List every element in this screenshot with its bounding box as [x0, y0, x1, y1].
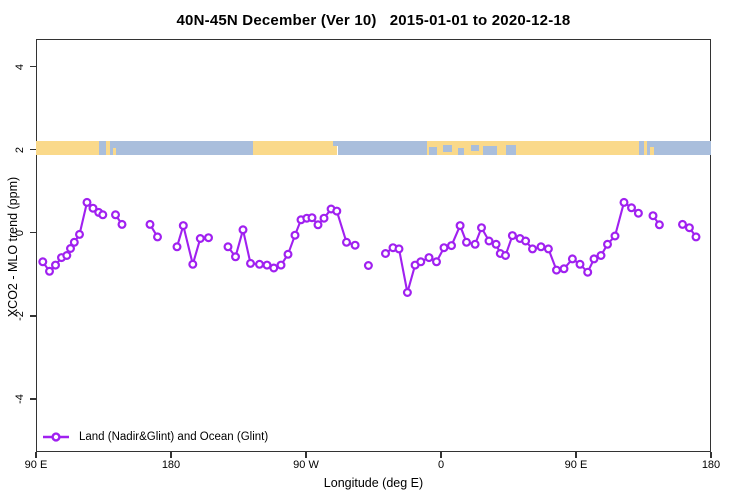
y-tick-label: -4: [14, 393, 26, 404]
y-axis-label: XCO2 - MLO trend (ppm): [6, 176, 20, 318]
ocean-segment: [647, 141, 711, 155]
page-title: 40N-45N December (Ver 10) 2015-01-01 to …: [176, 12, 571, 29]
ocean-segment: [99, 141, 106, 155]
ocean-segment: [471, 144, 479, 151]
land-segment: [643, 141, 648, 155]
y-tick-mark: [30, 314, 36, 317]
x-tick-label: 0: [437, 459, 445, 471]
x-tick-mark: [305, 452, 307, 458]
y-tick-mark: [30, 231, 36, 234]
ocean-segment: [429, 147, 437, 155]
land-segment: [427, 141, 639, 155]
x-tick-label: 180: [161, 459, 181, 471]
x-tick-label: 90 E: [24, 459, 48, 471]
x-tick-label: 180: [701, 459, 721, 471]
land-segment: [649, 147, 654, 155]
land-segment: [36, 141, 99, 155]
land-segment: [105, 141, 110, 155]
y-tick-mark: [30, 65, 36, 68]
x-tick-label: 90 W: [293, 459, 319, 471]
legend-label: Land (Nadir&Glint) and Ocean (Glint): [79, 431, 269, 443]
ocean-segment: [639, 141, 644, 155]
x-tick-mark: [710, 452, 712, 458]
x-tick-mark: [35, 452, 37, 458]
plot-border: [36, 39, 711, 452]
y-tick-mark: [30, 148, 36, 151]
ocean-segment: [483, 145, 497, 155]
x-tick-mark: [440, 452, 442, 458]
ocean-segment: [118, 141, 254, 155]
land-segment: [253, 141, 338, 155]
legend-marker-icon: [43, 432, 69, 442]
y-tick-label: 4: [14, 63, 26, 70]
x-tick-mark: [170, 452, 172, 458]
x-tick-mark: [575, 452, 577, 458]
ocean-segment: [457, 148, 465, 155]
ocean-segment: [442, 145, 452, 153]
land-ocean-map-strip: [36, 141, 711, 155]
ocean-segment: [333, 141, 338, 146]
ocean-segment: [505, 145, 516, 155]
land-segment: [112, 148, 117, 155]
x-tick-label: 90 E: [564, 459, 588, 471]
legend: Land (Nadir&Glint) and Ocean (Glint): [42, 429, 268, 445]
y-tick-mark: [30, 398, 36, 400]
ocean-segment: [337, 141, 428, 155]
x-axis-label: Longitude (deg E): [323, 476, 424, 490]
